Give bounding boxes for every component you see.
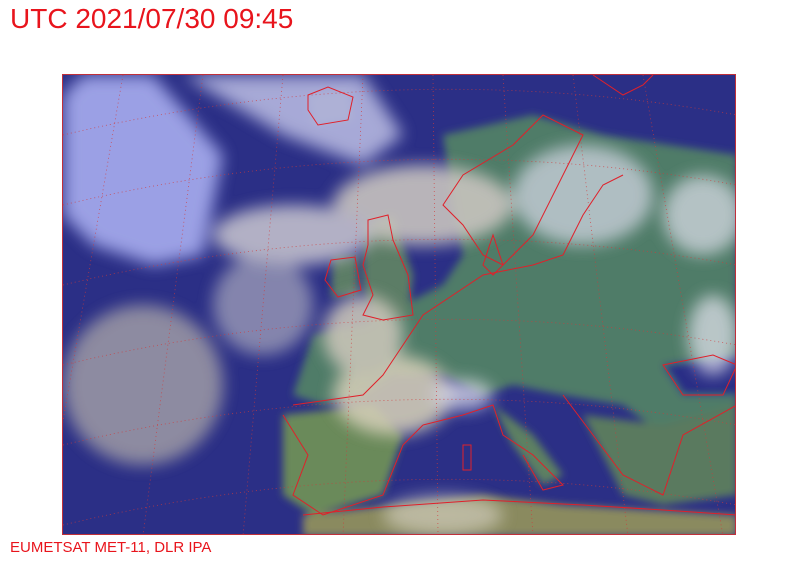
timestamp-title: UTC 2021/07/30 09:45 [10, 3, 294, 34]
cloud-cover [63, 75, 735, 534]
satellite-image [63, 75, 735, 534]
coastlines [282, 75, 735, 516]
data-source-credit: EUMETSAT MET-11, DLR IPA [10, 539, 212, 556]
lat-lon-grid [63, 75, 735, 534]
satellite-map [62, 74, 736, 535]
